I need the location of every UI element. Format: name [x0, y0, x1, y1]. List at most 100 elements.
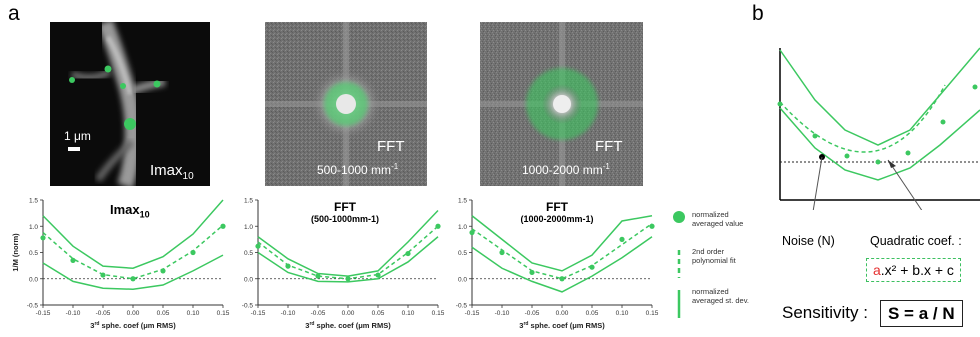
- sensitivity-formula: S = a / N: [880, 300, 963, 327]
- dendrite-image: [69, 22, 166, 186]
- data-point: [160, 268, 166, 274]
- imax-image-label: Imax10: [150, 162, 194, 182]
- x-tick-label: 0.15: [646, 310, 659, 317]
- x-tick-label: 0.00: [342, 310, 355, 317]
- data-point: [315, 273, 321, 279]
- x-tick-label: 0.00: [556, 310, 569, 317]
- y-tick-label: 0.5: [29, 250, 38, 257]
- x-axis-label: 3rd sphe. coef (μm RMS): [305, 321, 391, 330]
- x-tick-label: -0.15: [251, 310, 266, 317]
- noise-pointer: [812, 156, 823, 210]
- x-tick-label: 0.15: [432, 310, 445, 317]
- y-tick-label: -0.5: [242, 303, 254, 310]
- fft-image-500-1000: FFT 500-1000 mm-1: [265, 22, 427, 186]
- legend-item-stdev: normalized averaged st. dev.: [692, 287, 749, 305]
- y-tick-label: 1.0: [244, 224, 253, 231]
- data-point: [70, 257, 76, 263]
- fit-curve: [42, 224, 224, 280]
- panel-letter-a: a: [8, 2, 20, 25]
- stdev-lower-line: [257, 236, 439, 283]
- schematic-lower-line: [779, 107, 980, 181]
- plot-title-1: Imax10: [110, 202, 150, 220]
- data-point: [285, 263, 291, 269]
- x-tick-label: -0.10: [281, 310, 296, 317]
- y-tick-label: -0.5: [456, 303, 468, 310]
- x-axis-label: 3rd sphe. coef (μm RMS): [519, 321, 605, 330]
- x-tick-label: -0.10: [66, 310, 81, 317]
- data-point: [499, 249, 505, 256]
- y-axis-label: 1/M (norm): [11, 233, 20, 272]
- quadratic-label: Quadratic coef. :: [870, 234, 962, 248]
- data-point: [469, 229, 475, 236]
- y-tick-label: 0.0: [29, 276, 38, 283]
- legend-item-average: normalized averaged value: [692, 210, 744, 228]
- y-tick-label: 1.0: [29, 224, 38, 231]
- y-tick-label: 1.5: [458, 198, 467, 205]
- fft-label-2: FFT: [595, 138, 623, 155]
- x-tick-label: 0.05: [586, 310, 599, 317]
- fft-spectrum: [265, 22, 427, 186]
- fit-curve: [471, 223, 653, 280]
- stdev-lower-line: [42, 254, 224, 291]
- fft-range-label-2: 1000-2000 mm-1: [522, 162, 610, 177]
- data-point: [529, 269, 535, 276]
- fft-label-1: FFT: [377, 138, 405, 155]
- schematic-plot: [777, 47, 980, 210]
- x-tick-label: -0.05: [96, 310, 111, 317]
- scale-bar-label: 1 μm: [64, 129, 91, 143]
- x-tick-label: 0.05: [157, 310, 170, 317]
- data-point: [255, 243, 261, 249]
- stdev-lower-line: [471, 236, 653, 293]
- schematic-upper-line: [779, 47, 980, 146]
- data-point: [619, 236, 625, 242]
- y-tick-label: 1.5: [29, 198, 38, 205]
- y-tick-label: -0.5: [27, 303, 39, 310]
- x-tick-label: 0.05: [372, 310, 385, 317]
- x-tick-label: 0.15: [217, 310, 230, 317]
- data-point: [435, 223, 441, 229]
- noise-label: Noise (N): [782, 234, 835, 248]
- formula-rest: .x² + b.x + c: [880, 262, 954, 278]
- fft-range-label-1: 500-1000 mm-1: [317, 162, 399, 177]
- stdev-upper-line: [471, 215, 653, 272]
- x-tick-label: -0.15: [465, 310, 480, 317]
- plot-title-3: FFT (1000-2000mm-1): [520, 200, 594, 224]
- legend-item-fit: 2nd order polynomial fit: [692, 247, 736, 265]
- legend-symbols: [673, 211, 685, 318]
- x-tick-label: -0.05: [525, 310, 540, 317]
- formula-box: a.x² + b.x + c: [866, 258, 961, 282]
- x-tick-label: 0.10: [402, 310, 415, 317]
- quad-pointer: [887, 159, 923, 210]
- x-axis-label: 3rd sphe. coef (μm RMS): [90, 321, 176, 330]
- data-point: [589, 264, 595, 270]
- data-point: [190, 249, 196, 256]
- data-point: [100, 272, 106, 278]
- data-point: [375, 272, 381, 278]
- legend-dot-icon: [673, 211, 685, 223]
- y-tick-label: 0.0: [458, 276, 467, 283]
- fft-spectrum: [480, 22, 643, 186]
- data-point: [220, 223, 226, 229]
- x-tick-label: 0.10: [616, 310, 629, 317]
- data-point: [649, 223, 655, 229]
- data-point: [40, 235, 46, 241]
- panel-letter-b: b: [752, 2, 764, 25]
- y-tick-label: 0.5: [244, 250, 253, 257]
- fft-image-1000-2000: FFT 1000-2000 mm-1: [480, 22, 643, 186]
- data-point: [559, 276, 565, 282]
- stdev-upper-line: [257, 209, 439, 277]
- x-tick-label: -0.15: [36, 310, 51, 317]
- data-point: [405, 250, 411, 257]
- formula-coef-a: a: [873, 262, 881, 278]
- y-tick-label: 1.5: [244, 198, 253, 205]
- x-tick-label: -0.10: [495, 310, 510, 317]
- y-tick-label: 0.5: [458, 250, 467, 257]
- scale-bar: [68, 147, 80, 151]
- plot-title-2: FFT (500-1000mm-1): [310, 200, 380, 224]
- x-tick-label: 0.00: [127, 310, 140, 317]
- data-point: [345, 276, 351, 282]
- data-point: [130, 276, 136, 282]
- stdev-upper-line: [42, 199, 224, 270]
- x-tick-label: 0.10: [187, 310, 200, 317]
